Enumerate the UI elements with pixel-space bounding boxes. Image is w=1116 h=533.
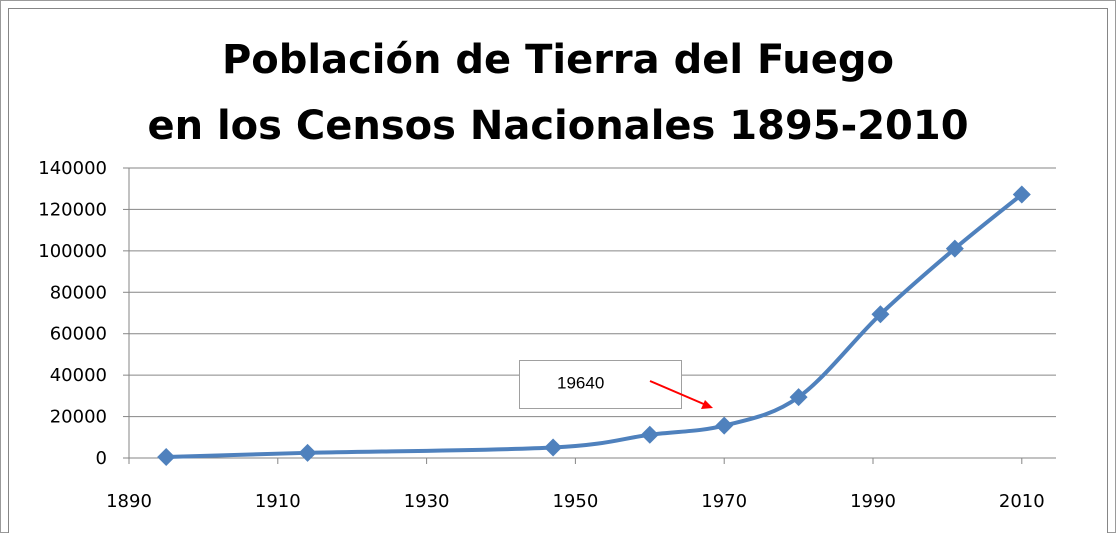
- annotation-box: [519, 360, 682, 409]
- x-tick-label: 1910: [255, 491, 301, 512]
- y-tick-label: 80000: [50, 282, 107, 303]
- annotation-text: 19640: [557, 373, 604, 392]
- chart-border: [8, 8, 1108, 533]
- annotation-arrowhead: [701, 400, 713, 409]
- data-point: [1012, 185, 1031, 204]
- data-point: [715, 416, 734, 435]
- y-tick-label: 120000: [38, 199, 107, 220]
- y-tick-label: 20000: [50, 407, 107, 428]
- data-point: [157, 448, 176, 467]
- x-tick-label: 1970: [701, 491, 747, 512]
- plot-area: 0 20000 40000 60000 80000 100000 120000 140000 1…: [38, 158, 1056, 512]
- x-tick-label: 1950: [552, 491, 598, 512]
- data-point: [298, 443, 317, 462]
- x-tick-label: 2010: [999, 491, 1045, 512]
- y-tick-label: 0: [96, 448, 107, 469]
- x-tick-label: 1930: [404, 491, 450, 512]
- x-tick-label: 1890: [106, 491, 152, 512]
- data-point: [789, 388, 808, 407]
- y-tick-label: 100000: [38, 241, 107, 262]
- data-point: [945, 239, 964, 258]
- data-point: [544, 438, 563, 457]
- data-point: [640, 425, 659, 444]
- y-tick-label: 40000: [50, 365, 107, 386]
- chart-title: en los Censos Nacionales 1895-2010: [147, 103, 968, 149]
- chart-title: Población de Tierra del Fuego: [222, 37, 894, 83]
- data-point: [871, 305, 890, 324]
- data-line: [166, 192, 1024, 460]
- y-tick-label: 60000: [50, 324, 107, 345]
- x-tick-label: 1990: [850, 491, 896, 512]
- y-tick-label: 140000: [38, 158, 107, 179]
- annotation-arrow: [649, 380, 707, 406]
